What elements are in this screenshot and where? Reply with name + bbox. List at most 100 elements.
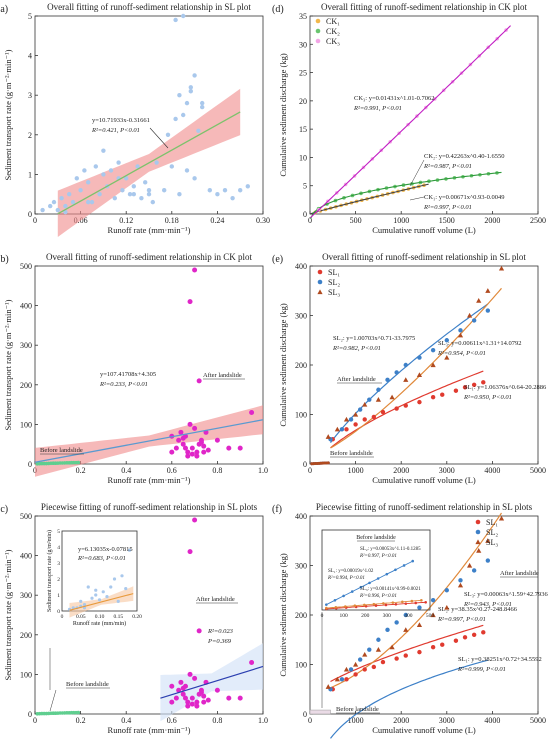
fit-equation: SL₁: y=1.06376x^0.64-20.2886 [464,384,547,391]
data-point [178,679,184,685]
data-point [394,370,399,375]
fit-curve [310,183,429,215]
data-point [169,699,175,705]
fit-equation: SL₃: y=0.00611x^1.31+14.0792 [438,340,522,347]
data-point [184,168,190,173]
panel-b-frame [34,265,264,465]
data-point [357,657,363,662]
data-point [143,180,148,185]
inset-fit-line [69,593,134,611]
fit-equation: SL₁: y=0.38251x^0.72+34.5592 [458,656,542,663]
inset-x-tick-label: 200 [361,613,370,619]
data-point-triangle [343,666,350,672]
data-point [187,299,193,305]
data-point [444,338,449,343]
x-tick-label: 2000 [393,466,409,475]
inset-data-point [109,585,113,589]
inset-fit-stats: R²=0.683, P<0.01 [77,555,126,562]
data-point [394,620,399,625]
inset-data-point [94,593,98,597]
fit-equation: CK₂: y=0.42263x^0.40-1.6550 [424,153,504,160]
x-tick-label: 1000 [393,216,409,225]
data-point [394,406,399,411]
data-point [180,685,186,691]
inset-fit-stats: R²=0.994, P<0.01 [327,575,365,581]
data-point [89,199,95,205]
data-point-triangle [416,372,423,377]
data-point [367,397,372,402]
data-point [120,188,125,193]
data-point [481,380,486,385]
fit-line [57,111,241,215]
inset-data-point [94,588,98,592]
data-point [59,195,64,201]
x-tick-label: 0 [308,216,312,225]
data-point [453,638,459,643]
x-tick-label: 0.18 [165,216,179,225]
data-point [348,667,354,672]
data-point [192,267,198,273]
data-point [93,164,99,169]
fit-curve [330,512,502,689]
fit-equation: y=107.41708x+4.305 [100,371,156,378]
data-point [430,394,436,400]
data-point [180,441,186,447]
data-point [180,691,186,697]
data-point-triangle [389,644,395,650]
data-point [86,180,91,185]
inset-data-point [120,574,124,578]
data-point-triangle [430,362,436,368]
chart-title: Piecewise fitting of runoff-sediment rel… [316,502,533,512]
data-point [481,630,486,635]
chart-title: Overall fitting of runoff-sediment relat… [321,2,528,12]
data-point [185,449,191,455]
after-landslide-label: After landslide [337,376,376,383]
data-point [76,710,81,715]
x-tick-label: 4000 [484,466,500,475]
data-point [194,449,200,455]
data-point [40,207,45,213]
after-landslide-label: After landslide [196,596,235,603]
inset-y-axis-label: Sediment transport rate (g/m²min) [46,530,53,612]
fit-equation: SL₃: y=0.00063x^1.59+42.7936 [464,591,549,598]
data-point [430,347,436,353]
inset-data-point [105,595,109,599]
data-point-triangle [457,582,464,588]
data-point [74,176,80,181]
data-point [63,203,68,209]
data-point [214,687,220,693]
data-point [176,437,182,443]
data-point [55,207,60,213]
panel-d-frame [309,15,539,215]
fit-curve [330,659,488,739]
inset-x-tick-label: 0 [61,614,64,620]
before-landslide-label: Before landslide [330,450,373,457]
legend-label: SL₃ [328,288,340,297]
y-axis-label: Sediment transport rate (g·m⁻²·min⁻¹) [3,299,13,430]
x-tick-label: 0.8 [212,466,222,475]
y-tick-label: 200 [20,381,32,390]
y-tick-label: 1 [28,170,32,179]
y-tick-label: 400 [20,552,32,561]
before-landslide-label: Before landslide [66,681,109,688]
inset-x-tick-label: 0.20 [132,614,142,620]
data-point [344,427,349,432]
data-point [339,677,345,682]
data-point-triangle [403,377,409,382]
inset-data-point [82,603,87,607]
legend-label: SL₂ [328,278,340,287]
fit-stats: R²=0.997, P<0.01 [437,616,486,623]
x-tick-label: 0.2 [76,466,86,475]
fit-line [34,419,264,463]
inset-x-tick-label: 0.10 [95,614,105,620]
y-axis-label: Sediment transport rate (g·m⁻²·min⁻¹) [3,549,13,680]
data-point [214,437,220,443]
x-tick-label: 0.2 [76,716,86,725]
data-point [371,664,377,670]
after-fit-r2: R²=0.023 [207,628,234,635]
y-tick-label: 100 [20,420,32,429]
data-point [471,568,477,573]
inset-data-point [97,598,102,602]
y-tick-label: 400 [295,262,307,271]
data-point [187,421,193,427]
